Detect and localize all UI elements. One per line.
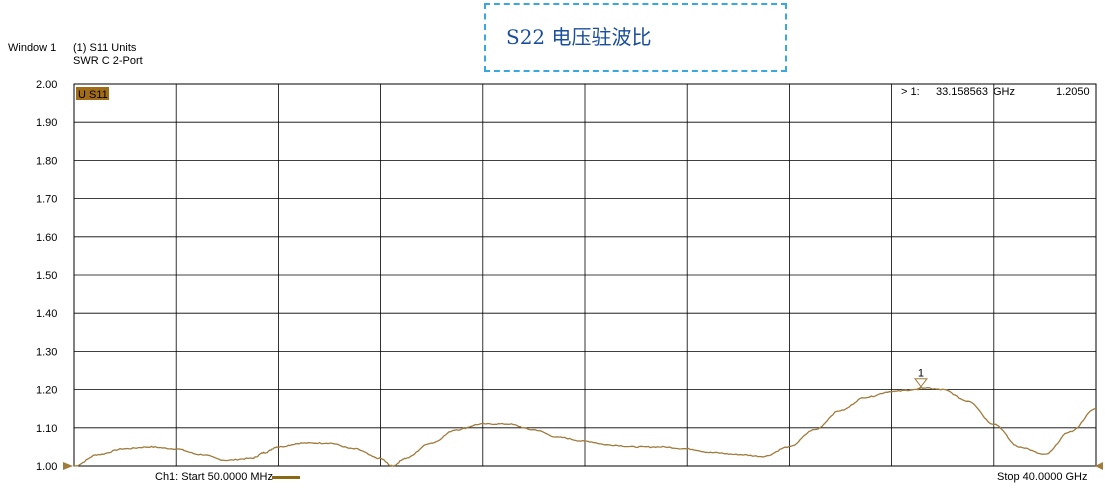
y-tick-label: 1.80 bbox=[36, 155, 57, 167]
window-label: Window 1 bbox=[8, 42, 57, 54]
start-frequency: Ch1: Start 50.0000 MHz bbox=[155, 471, 274, 483]
stop-frequency: Stop 40.0000 GHz bbox=[997, 471, 1088, 483]
overlay-title: S22 电压驻波比 bbox=[506, 25, 652, 49]
marker-readout: > 1: 33.158563 GHz 1.2050 bbox=[901, 86, 1090, 98]
y-tick-label: 1.40 bbox=[36, 308, 57, 320]
y-tick-label: 1.50 bbox=[36, 270, 57, 282]
marker-readout-unit: GHz bbox=[993, 86, 1015, 98]
end-arrow-icon bbox=[1095, 462, 1103, 470]
measurement-label: (1) S11 Units bbox=[73, 42, 137, 54]
marker-readout-frequency: 33.158563 bbox=[936, 86, 988, 98]
marker-readout-value: 1.2050 bbox=[1056, 86, 1090, 98]
y-tick-label: 1.00 bbox=[36, 461, 57, 473]
start-arrow-icon bbox=[63, 462, 73, 470]
y-tick-label: 1.90 bbox=[36, 117, 57, 129]
trace-line bbox=[73, 386, 1097, 468]
format-label: SWR C 2-Port bbox=[73, 55, 143, 67]
marker-readout-prefix: > 1: bbox=[901, 86, 920, 98]
y-tick-label: 2.00 bbox=[36, 79, 57, 91]
overlay-title-box: S22 电压驻波比 bbox=[484, 3, 787, 72]
trace-label: U S11 bbox=[78, 89, 108, 101]
y-tick-label: 1.70 bbox=[36, 194, 57, 206]
y-tick-label: 1.60 bbox=[36, 232, 57, 244]
y-tick-label: 1.30 bbox=[36, 346, 57, 358]
marker-triangle bbox=[913, 378, 928, 388]
y-tick-label: 1.10 bbox=[36, 423, 57, 435]
chart-grid bbox=[73, 83, 1097, 467]
y-axis-ticks: 2.00 1.90 1.80 1.70 1.60 1.50 1.40 1.30 1.20 1.10… bbox=[36, 79, 57, 473]
y-tick-label: 1.20 bbox=[36, 385, 57, 397]
marker-1: 1 bbox=[913, 368, 928, 388]
trace-label-badge bbox=[76, 87, 109, 100]
marker-number: 1 bbox=[918, 368, 924, 380]
trace-line-legend bbox=[272, 476, 300, 479]
trace-u-s11 bbox=[73, 386, 1097, 468]
